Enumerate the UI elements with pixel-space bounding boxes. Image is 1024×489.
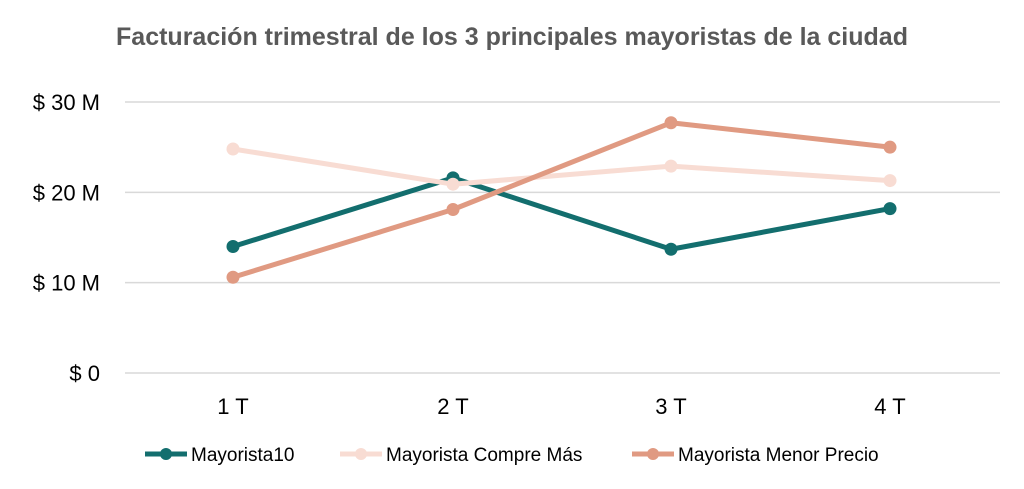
data-point (664, 159, 678, 173)
y-tick-label: $ 20 M (33, 180, 100, 205)
x-axis-ticks: 1 T 2 T 3 T 4 T (217, 394, 905, 419)
chart-title: Facturación trimestral de los 3 principa… (116, 23, 908, 51)
data-point (883, 140, 897, 154)
legend-swatch-marker (355, 448, 367, 460)
data-point (883, 174, 897, 188)
data-point (664, 116, 678, 130)
legend-label: Mayorista10 (191, 445, 295, 466)
y-tick-label: $ 30 M (33, 90, 100, 115)
legend: Mayorista10 Mayorista Compre Más Mayorista… (145, 445, 879, 466)
legend-item: Mayorista10 (145, 445, 295, 466)
x-tick-label: 2 T (437, 394, 468, 419)
y-tick-label: $ 10 M (33, 271, 100, 296)
legend-item: Mayorista Menor Precio (632, 445, 879, 466)
data-point (446, 202, 460, 216)
series-2 (226, 142, 897, 191)
legend-swatch-marker (647, 448, 659, 460)
series-line (230, 120, 893, 280)
x-tick-label: 1 T (217, 394, 248, 419)
series-line (230, 146, 893, 187)
data-point (226, 270, 240, 284)
series-line (230, 175, 893, 252)
legend-item: Mayorista Compre Más (340, 445, 582, 466)
x-tick-label: 3 T (655, 394, 686, 419)
series-1 (226, 171, 897, 256)
legend-label: Mayorista Compre Más (386, 445, 582, 466)
data-point (226, 142, 240, 156)
legend-swatch-marker (160, 448, 172, 460)
series-lines (226, 116, 897, 284)
series-3 (226, 116, 897, 284)
grid-lines (125, 101, 1000, 374)
data-point (883, 202, 897, 216)
x-tick-label: 4 T (874, 394, 905, 419)
data-point (664, 242, 678, 256)
data-point (226, 240, 240, 254)
legend-label: Mayorista Menor Precio (678, 445, 879, 466)
y-tick-label: $ 0 (69, 361, 100, 386)
y-axis-ticks: $ 0 $ 10 M $ 20 M $ 30 M (33, 90, 100, 386)
data-point (446, 177, 460, 191)
